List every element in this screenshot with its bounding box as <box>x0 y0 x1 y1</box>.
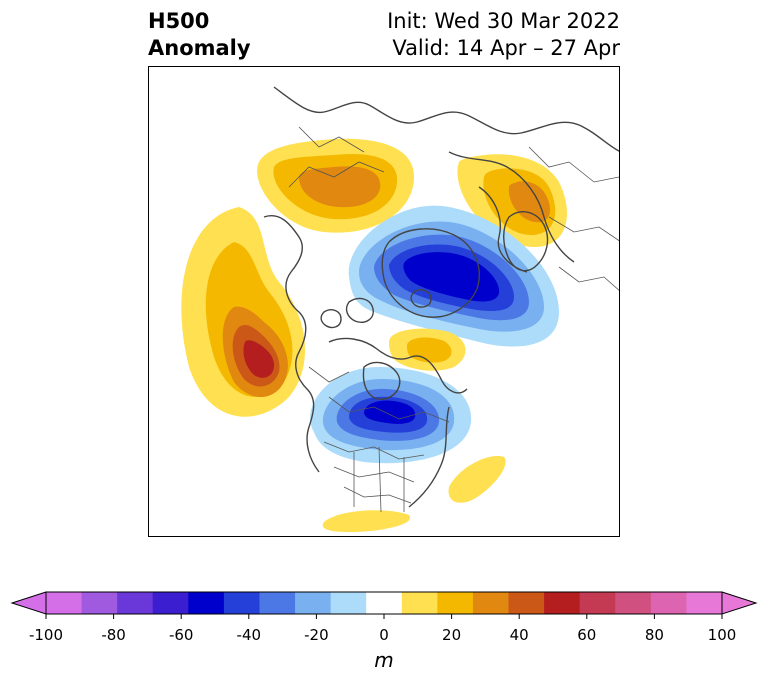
colorbar-segment <box>81 592 118 614</box>
country-borders <box>288 126 619 513</box>
colorbar-segment <box>615 592 652 614</box>
colorbar-segment <box>472 592 510 614</box>
colorbar-segment <box>437 592 474 614</box>
colorbar-segment <box>152 592 189 614</box>
colorbar-segment <box>188 592 225 614</box>
anomaly-map <box>148 66 620 537</box>
colorbar-segment <box>650 592 687 614</box>
colorbar-tick-label: 0 <box>379 626 389 644</box>
colorbar-tick-label: 80 <box>644 626 664 644</box>
colorbar-tick-label: -20 <box>304 626 329 644</box>
colorbar-tick-label: 60 <box>577 626 597 644</box>
anomaly-positive-north-pacific <box>181 207 306 417</box>
colorbar-segment <box>295 592 332 614</box>
valid-range: Valid: 14 Apr – 27 Apr <box>392 36 620 60</box>
anomaly-negative-arctic <box>348 205 559 347</box>
colorbar-tick-label: 100 <box>707 626 737 644</box>
colorbar-segment <box>46 592 83 614</box>
colorbar-segments <box>46 592 723 614</box>
colorbar-unit: m <box>374 648 394 672</box>
colorbar-segment <box>259 592 296 614</box>
colorbar-extend-low <box>10 591 47 615</box>
colorbar-tick-label: 40 <box>509 626 529 644</box>
colorbar-segment <box>544 592 581 614</box>
anomaly-positive-south <box>322 456 506 532</box>
colorbar-tick-label: 20 <box>442 626 462 644</box>
anomaly-positive-siberia <box>257 138 414 233</box>
coastlines <box>263 86 619 508</box>
title-variable: H500 <box>148 9 210 33</box>
colorbar-segment <box>508 592 545 614</box>
colorbar-segment <box>330 592 367 614</box>
anomaly-positive-atlantic <box>389 328 466 371</box>
title-type: Anomaly <box>148 36 251 60</box>
colorbar-segment <box>401 592 438 614</box>
colorbar-segment <box>686 592 723 614</box>
colorbar-segment <box>366 592 403 614</box>
anomaly-map-svg <box>181 86 619 532</box>
colorbar-tick-label: -80 <box>101 626 126 644</box>
colorbar-extend-high <box>721 591 758 615</box>
colorbar-tick-label: -100 <box>28 626 64 644</box>
colorbar-ticks <box>45 614 723 619</box>
colorbar-segment <box>117 592 154 614</box>
chart-title: H500 Anomaly <box>148 8 251 62</box>
colorbar-tick-label: -40 <box>236 626 262 644</box>
colorbar-tick-label: -60 <box>168 626 194 644</box>
colorbar <box>10 591 758 619</box>
init-date: Init: Wed 30 Mar 2022 <box>387 9 620 33</box>
colorbar-segment <box>579 592 616 614</box>
colorbar-segment <box>223 592 260 614</box>
chart-subtitle: Init: Wed 30 Mar 2022 Valid: 14 Apr – 27… <box>387 8 620 62</box>
